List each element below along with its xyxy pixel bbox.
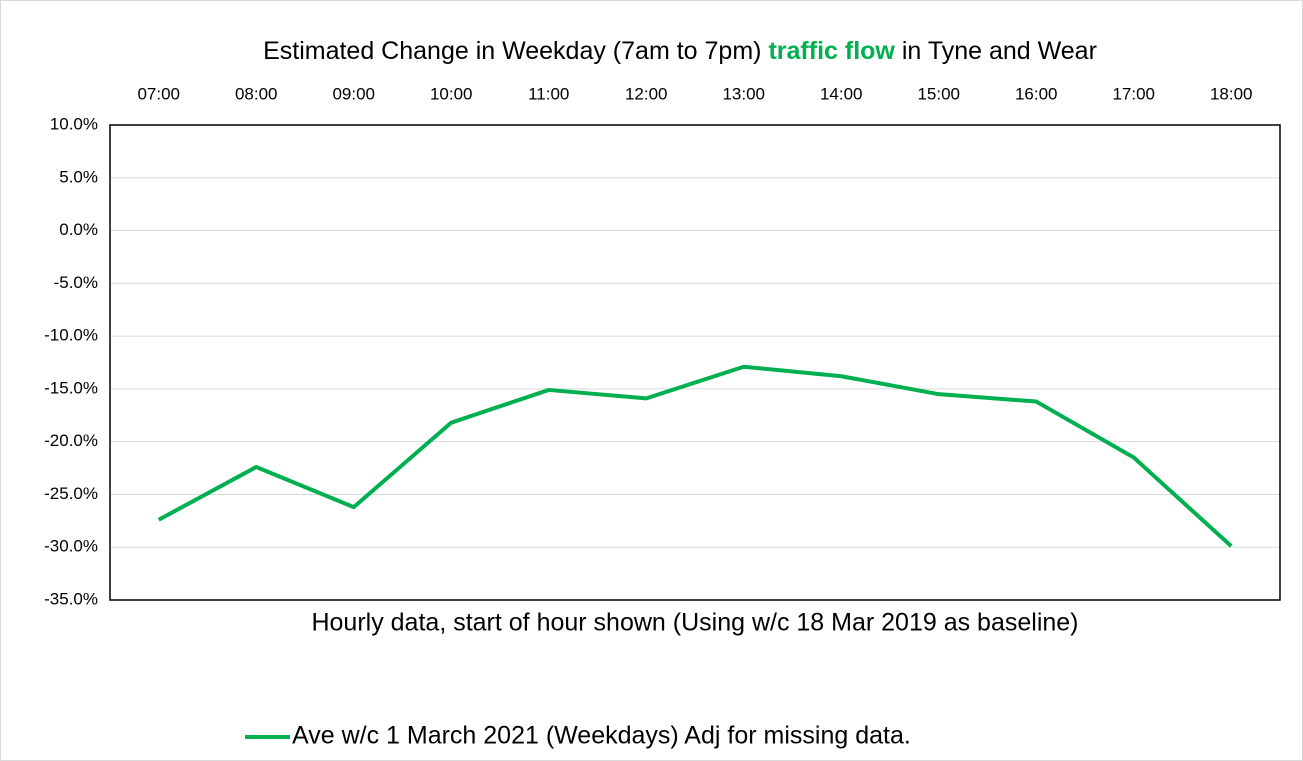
y-tick-label: -10.0% [44, 326, 98, 345]
y-tick-label: -15.0% [44, 378, 98, 397]
x-tick-label: 10:00 [430, 84, 473, 103]
legend-label: Ave w/c 1 March 2021 (Weekdays) Adj for … [292, 722, 911, 750]
y-tick-label: -5.0% [54, 273, 98, 292]
x-axis-label: Hourly data, start of hour shown (Using … [311, 609, 1078, 637]
plot-border [109, 124, 1281, 601]
x-tick-label: 18:00 [1210, 84, 1253, 103]
title-part: Estimated Change in Weekday (7am to 7pm) [263, 37, 761, 65]
y-tick-label: -20.0% [44, 431, 98, 450]
x-tick-label: 14:00 [820, 84, 863, 103]
x-tick-label: 16:00 [1015, 84, 1058, 103]
y-tick-label: 5.0% [59, 167, 98, 186]
x-tick-label: 11:00 [528, 84, 569, 103]
x-tick-label: 17:00 [1112, 84, 1155, 103]
x-tick-label: 08:00 [235, 84, 278, 103]
x-tick-label: 09:00 [332, 84, 375, 103]
x-tick-label: 12:00 [625, 84, 668, 103]
x-tick-label: 07:00 [137, 84, 180, 103]
y-tick-label: -30.0% [44, 537, 98, 556]
data-line [157, 364, 1233, 548]
title-highlight: traffic flow [768, 37, 895, 65]
x-tick-label: 15:00 [917, 84, 960, 103]
x-tick-label: 13:00 [722, 84, 765, 103]
title-part: in Tyne and Wear [902, 37, 1097, 65]
y-tick-label: -35.0% [44, 589, 98, 608]
y-tick-label: -25.0% [44, 484, 98, 503]
chart-title: Estimated Change in Weekday (7am to 7pm)… [263, 37, 1097, 65]
y-tick-label: 0.0% [59, 220, 98, 239]
y-tick-label: 10.0% [50, 114, 98, 133]
